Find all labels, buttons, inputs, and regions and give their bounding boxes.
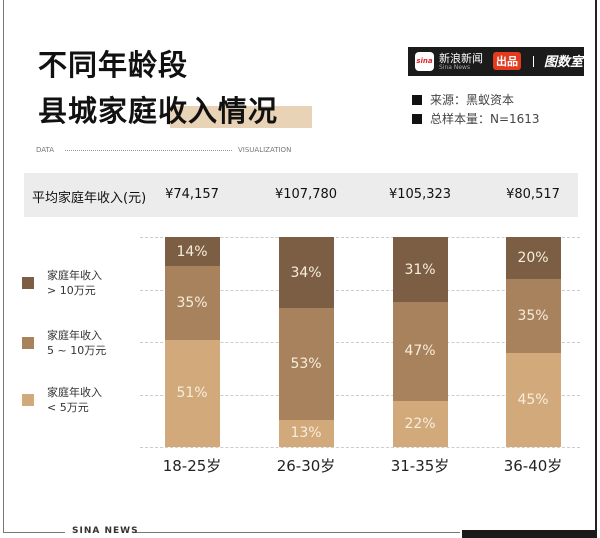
legend-label-line: 家庭年收入 — [47, 329, 102, 342]
legend-label-line: > 10万元 — [47, 284, 96, 297]
data-label: 20% — [517, 250, 549, 266]
gridline — [140, 237, 580, 238]
gridline — [140, 342, 580, 343]
bar-segment — [505, 352, 561, 447]
data-label: 34% — [290, 264, 322, 281]
bullet-square-icon — [412, 114, 422, 124]
gridline — [140, 394, 580, 396]
sample-note: 总样本量：N=1613 — [412, 110, 540, 127]
data-label: 51% — [176, 385, 208, 402]
brand-divider — [533, 56, 534, 67]
legend-label-line: < 5万元 — [47, 401, 89, 414]
x-tick-label: 26-30岁 — [276, 457, 336, 475]
data-label: DATA — [36, 146, 55, 154]
x-tick-label: 31-35岁 — [390, 457, 450, 475]
data-label: 13% — [290, 425, 322, 442]
bar-segment — [505, 237, 561, 279]
legend-swatch — [22, 394, 34, 406]
gridline — [140, 447, 580, 448]
bar-segment — [164, 266, 220, 340]
avg-income-label: 平均家庭年收入(元) — [32, 191, 147, 206]
brand-badge: 出品 — [493, 52, 521, 70]
avg-income-value: ¥107,780 — [274, 187, 338, 202]
frame-border — [3, 532, 65, 533]
legend-label: 家庭年收入 < 5万元 — [47, 385, 102, 415]
frame-border — [595, 0, 597, 535]
frame-border — [3, 0, 4, 532]
bar-segment — [278, 419, 334, 447]
viz-label: VISUALIZATION — [238, 146, 292, 154]
legend-label: 家庭年收入 > 10万元 — [47, 268, 102, 298]
legend-label: 家庭年收入 5 ~ 10万元 — [47, 328, 106, 358]
legend-swatch — [22, 337, 34, 349]
title-line-2: 县城家庭收入情况 — [38, 94, 279, 128]
legend-label-line: 家庭年收入 — [47, 269, 102, 282]
bar-segment — [392, 302, 448, 401]
legend-label-line: 5 ~ 10万元 — [47, 344, 107, 357]
x-tick-label: 18-25岁 — [162, 457, 222, 475]
data-label: 53% — [290, 356, 322, 373]
brand-name-en: Sina News — [439, 64, 471, 71]
bar-segment — [392, 237, 448, 303]
title-highlight — [170, 106, 312, 128]
bar-segment — [392, 400, 448, 447]
bar-segment — [278, 237, 334, 309]
data-label: 14% — [176, 243, 208, 260]
footer-brand: SINA NEWS — [72, 526, 139, 536]
sample-text: 总样本量：N=1613 — [430, 112, 540, 126]
partner-logo: 图数室 — [544, 55, 584, 70]
bar-segment — [505, 279, 561, 353]
legend-swatch — [22, 277, 34, 289]
data-label: 47% — [404, 343, 436, 360]
data-label: 31% — [404, 261, 436, 278]
data-label: 22% — [404, 415, 436, 432]
avg-income-row: 平均家庭年收入(元) ¥74,157 ¥107,780 ¥105,323 ¥80,51… — [24, 173, 578, 217]
x-tick-label: 36-40岁 — [503, 457, 563, 475]
data-label: 35% — [517, 307, 549, 324]
source-text: 来源：黑蚁资本 — [430, 93, 515, 107]
title-line-1: 不同年龄段 — [38, 48, 189, 82]
legend-label-line: 家庭年收入 — [47, 386, 102, 399]
frame-shadow — [462, 530, 597, 538]
gridline — [140, 289, 580, 291]
frame-border — [135, 532, 460, 533]
bullet-square-icon — [412, 95, 422, 105]
brand-bar: sina 新浪新闻 Sina News 出品 图数室 — [408, 47, 584, 76]
sina-logo-icon: sina — [415, 52, 434, 71]
bar-segment — [164, 339, 220, 447]
avg-income-value: ¥105,323 — [388, 187, 452, 202]
data-label: 45% — [517, 391, 549, 408]
dotted-divider — [65, 150, 232, 151]
bar-segment — [164, 237, 220, 267]
brand-name: 新浪新闻 — [439, 52, 483, 65]
avg-income-value: ¥80,517 — [506, 187, 560, 202]
bar-segment — [278, 308, 334, 420]
avg-income-value: ¥74,157 — [165, 187, 219, 202]
data-label: 35% — [176, 295, 208, 312]
source-note: 来源：黑蚁资本 — [412, 91, 514, 108]
